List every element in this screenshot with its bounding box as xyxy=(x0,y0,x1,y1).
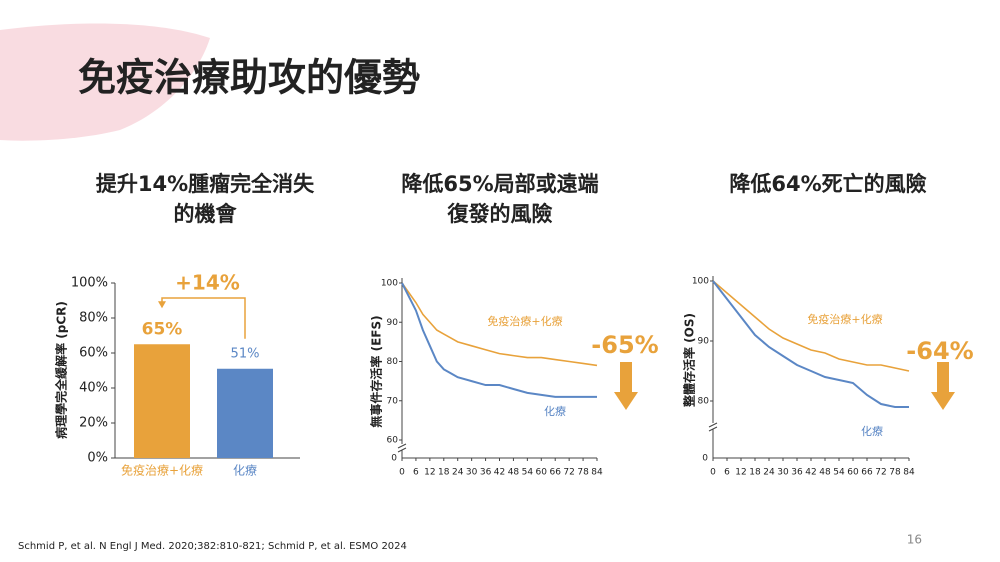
x-tick-label: 72 xyxy=(563,468,574,478)
x-tick-label: 12 xyxy=(735,468,746,478)
x-tick-label: 0 xyxy=(399,468,405,478)
bracket-arrow xyxy=(158,301,166,309)
y-break-label: 0 xyxy=(702,454,708,464)
x-tick-label: 30 xyxy=(466,468,478,478)
y-tick-label: 100 xyxy=(692,277,709,287)
y-tick-label: 80 xyxy=(698,397,710,407)
page-number: 16 xyxy=(907,533,922,547)
y-tick-label: 80% xyxy=(79,311,108,326)
x-tick-label: 78 xyxy=(577,468,589,478)
y-tick-label: 20% xyxy=(79,416,108,431)
y-break-label: 0 xyxy=(391,454,397,464)
series-label: 化療 xyxy=(861,424,883,438)
x-tick-label: 36 xyxy=(791,468,803,478)
y-tick-label: 60% xyxy=(79,346,108,361)
slide-title: 免疫治療助攻的優勢 xyxy=(78,56,420,100)
x-tick-label: 24 xyxy=(452,468,464,478)
chart-heading: 復發的風險 xyxy=(447,202,553,226)
x-tick-label: 42 xyxy=(805,468,816,478)
x-tick-label: 84 xyxy=(591,468,603,478)
x-tick-label: 54 xyxy=(833,468,845,478)
series-label: 免疫治療+化療 xyxy=(487,314,562,328)
x-tick-label: 36 xyxy=(480,468,492,478)
survival-curve xyxy=(712,280,910,372)
brush-decoration xyxy=(0,23,210,141)
x-tick-label: 60 xyxy=(536,468,548,478)
chart-heading: 提升14%腫瘤完全消失 xyxy=(96,172,315,196)
y-tick-label: 100 xyxy=(381,279,398,289)
footnote: Schmid P, et al. N Engl J Med. 2020;382:… xyxy=(18,541,407,552)
difference-annotation: +14% xyxy=(175,271,240,295)
x-tick-label: 30 xyxy=(777,468,789,478)
y-tick-label: 70 xyxy=(387,396,399,406)
x-tick-label: 54 xyxy=(522,468,534,478)
bar-value-label: 51% xyxy=(231,346,260,361)
x-tick-label: 12 xyxy=(424,468,435,478)
y-axis-title: 病理學完全緩解率 (pCR) xyxy=(54,301,69,439)
down-arrow xyxy=(931,362,955,410)
x-tick-label: 66 xyxy=(549,468,561,478)
x-tick-label: 84 xyxy=(903,468,915,478)
x-tick-label: 48 xyxy=(819,468,831,478)
y-tick-label: 90 xyxy=(698,337,710,347)
x-tick-label: 60 xyxy=(847,468,859,478)
y-tick-label: 100% xyxy=(71,276,108,291)
x-tick-label: 48 xyxy=(508,468,520,478)
chart-heading: 降低64%死亡的風險 xyxy=(729,172,926,196)
series-label: 化療 xyxy=(544,404,566,418)
y-tick-label: 0% xyxy=(87,451,108,466)
category-label: 化療 xyxy=(233,464,257,478)
chart-heading: 降低65%局部或遠端 xyxy=(401,172,598,196)
reduction-annotation: -64% xyxy=(906,337,973,365)
axis-break xyxy=(708,422,718,432)
reduction-annotation: -65% xyxy=(591,331,658,359)
x-tick-label: 24 xyxy=(763,468,775,478)
x-tick-label: 42 xyxy=(494,468,505,478)
survival-curve xyxy=(712,280,909,408)
x-tick-label: 18 xyxy=(749,468,761,478)
survival-curve xyxy=(401,282,598,367)
x-tick-label: 6 xyxy=(413,468,419,478)
x-tick-label: 18 xyxy=(438,468,450,478)
chart-heading: 的機會 xyxy=(174,202,238,226)
y-axis-title: 整體存活率 (OS) xyxy=(682,313,697,408)
x-tick-label: 72 xyxy=(875,468,886,478)
survival-curve xyxy=(401,282,597,398)
category-label: 免疫治療+化療 xyxy=(121,463,203,478)
bar-value-label: 65% xyxy=(142,319,183,339)
down-arrow xyxy=(614,362,638,410)
bar xyxy=(217,368,273,458)
y-axis-title: 無事件存活率 (EFS) xyxy=(369,315,384,427)
y-tick-label: 40% xyxy=(79,381,108,396)
y-tick-label: 80 xyxy=(387,357,399,367)
x-tick-label: 6 xyxy=(724,468,730,478)
y-tick-label: 90 xyxy=(387,318,399,328)
axis-break xyxy=(397,443,407,453)
x-tick-label: 78 xyxy=(889,468,901,478)
bar xyxy=(134,344,190,458)
x-tick-label: 0 xyxy=(710,468,716,478)
y-tick-label: 60 xyxy=(387,436,399,446)
series-label: 免疫治療+化療 xyxy=(807,312,882,326)
x-tick-label: 66 xyxy=(861,468,873,478)
